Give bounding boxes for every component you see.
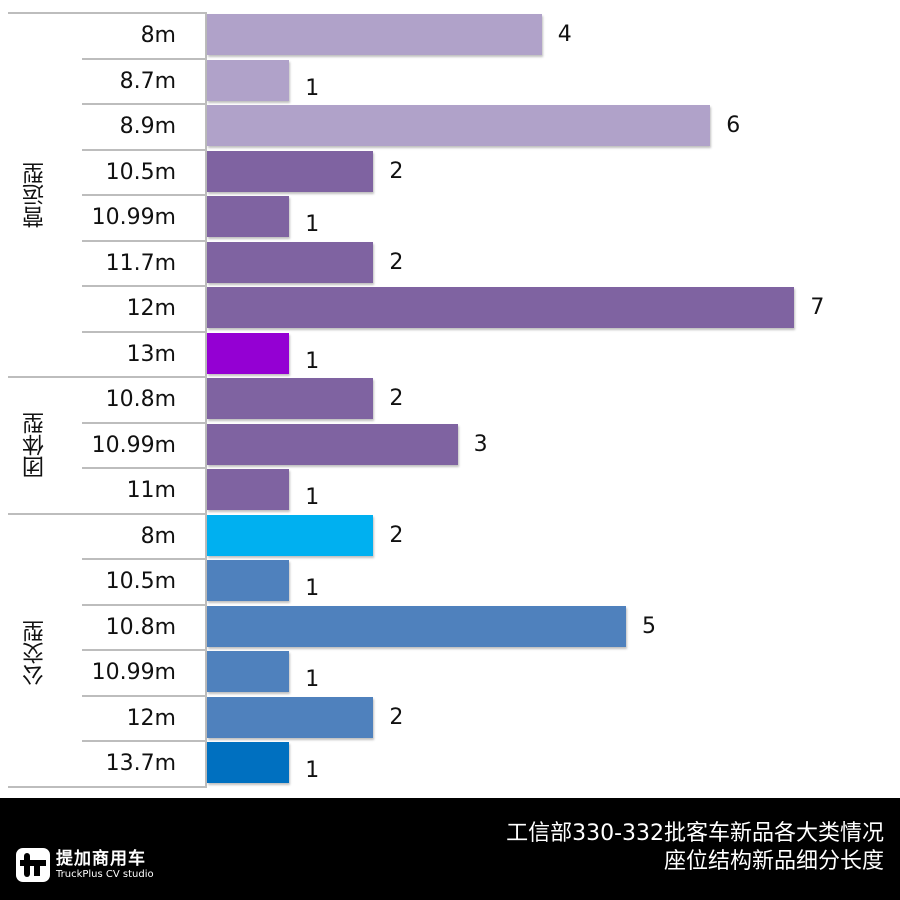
value-label: 3 — [473, 431, 488, 457]
category-label: 10.5m — [105, 569, 176, 594]
category-label: 10.99m — [91, 205, 176, 230]
category-label: 11.7m — [105, 250, 176, 276]
bar — [207, 332, 290, 374]
bar — [207, 14, 542, 55]
value-label: 1 — [305, 576, 320, 601]
row-separator — [82, 421, 207, 424]
bar — [207, 651, 290, 692]
category-label: 12m — [126, 296, 176, 321]
bar-chart: 8m 4 8.7m 1 8.9m 6 10.5m 2 10.99m 1 11.7m 2 12m 7 13m 1… — [8, 12, 825, 788]
bar — [207, 742, 290, 783]
row-separator — [82, 194, 207, 196]
value-label: 1 — [305, 212, 320, 237]
row-separator — [8, 12, 207, 14]
category-axis-line — [205, 12, 207, 787]
value-label: 2 — [389, 522, 404, 548]
row-separator — [82, 603, 207, 606]
category-label: 8m — [140, 23, 176, 48]
bar — [207, 378, 374, 419]
value-label: 5 — [642, 613, 656, 639]
category-label: 8.7m — [119, 68, 176, 94]
row-separator — [82, 148, 207, 151]
category-label: 13.7m — [105, 751, 176, 776]
bar — [207, 59, 290, 101]
value-label: 1 — [305, 485, 320, 510]
category-label: 10.5m — [105, 159, 176, 185]
bar — [207, 605, 626, 647]
category-label: 8m — [140, 523, 176, 549]
row-separator — [82, 239, 207, 242]
row-separator — [82, 330, 207, 333]
brand-logo: 提加商用车 TruckPlus CV studio — [16, 848, 154, 882]
title-line-1: 工信部330-332批客车新品各大类情况 — [506, 821, 884, 846]
bar — [207, 241, 374, 283]
value-label: 6 — [726, 113, 741, 138]
value-label: 1 — [305, 758, 320, 783]
category-label: 10.99m — [91, 660, 176, 685]
value-label: 1 — [305, 348, 320, 374]
row-separator — [82, 649, 207, 651]
row-separator — [8, 785, 207, 788]
logo-name-en: TruckPlus CV studio — [56, 869, 154, 880]
value-label: 2 — [389, 704, 404, 730]
row-separator — [8, 512, 207, 515]
group-label-group-tour: 团体型 — [23, 412, 48, 478]
bar — [207, 560, 290, 601]
bar — [207, 469, 290, 510]
value-label: 2 — [389, 158, 404, 184]
row-separator — [82, 285, 207, 287]
category-label: 13m — [126, 341, 176, 367]
category-label: 12m — [126, 705, 176, 731]
row-separator — [82, 694, 207, 697]
category-label: 10.8m — [105, 614, 176, 640]
chart-title: 工信部330-332批客车新品各大类情况 座位结构新品细分长度 — [506, 820, 884, 876]
row-separator — [82, 57, 207, 60]
logo-icon — [16, 848, 50, 882]
bar — [207, 150, 374, 192]
logo-name-cn: 提加商用车 — [56, 849, 146, 869]
bar — [207, 423, 458, 465]
category-label: 10.99m — [91, 432, 176, 458]
value-label: 2 — [389, 249, 404, 275]
bar — [207, 514, 374, 556]
row-separator — [8, 376, 207, 378]
bar — [207, 105, 711, 146]
footer-banner: 提加商用车 TruckPlus CV studio 工信部330-332批客车新… — [0, 798, 900, 900]
value-label: 1 — [305, 75, 320, 101]
group-label-bus: 公交型 — [23, 620, 48, 686]
bar — [207, 696, 374, 738]
bar — [207, 196, 290, 237]
bar — [207, 287, 795, 328]
value-label: 7 — [810, 295, 825, 320]
category-label: 11m — [126, 478, 176, 503]
row-separator — [82, 467, 207, 469]
value-label: 2 — [389, 386, 404, 411]
category-label: 8.9m — [119, 114, 176, 139]
category-label: 10.8m — [105, 387, 176, 412]
value-label: 1 — [305, 667, 320, 692]
row-separator — [82, 103, 207, 105]
title-line-2: 座位结构新品细分长度 — [663, 849, 884, 874]
group-label-operating: 营运型 — [23, 162, 48, 228]
row-separator — [82, 558, 207, 560]
row-separator — [82, 740, 207, 742]
value-label: 4 — [557, 22, 572, 47]
